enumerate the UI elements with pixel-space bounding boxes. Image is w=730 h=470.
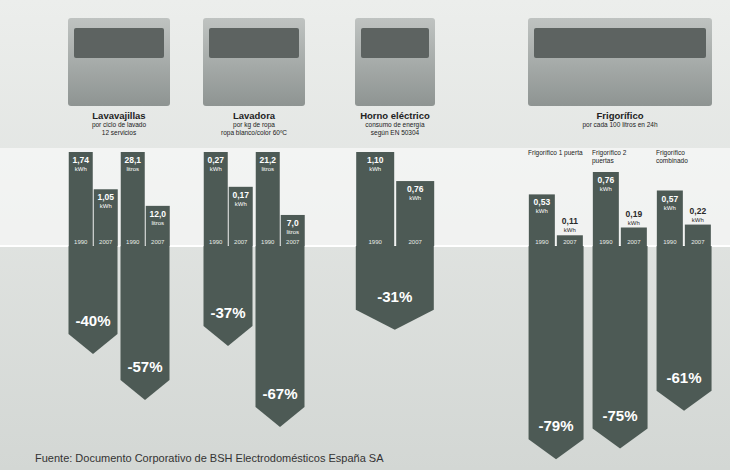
svg-text:kWh: kWh [692, 217, 704, 223]
html-text:Frigorífico 2 puertas: Frigorífico 2 puertas [592, 149, 627, 164]
svg-text:1,74: 1,74 [72, 155, 89, 165]
html-text:Lavavajillas: Lavavajillas [92, 110, 146, 121]
svg-text:-79%: -79% [539, 417, 574, 434]
svg-text:1,05: 1,05 [97, 192, 114, 202]
svg-text:0,57: 0,57 [662, 194, 679, 204]
svg-text:2007: 2007 [151, 239, 165, 245]
svg-text:-61%: -61% [667, 369, 702, 386]
html-text:Horno eléctrico: Horno eléctrico [360, 110, 430, 121]
svg-text:2007: 2007 [286, 239, 300, 245]
svg-text:2007: 2007 [99, 239, 113, 245]
html-text:Frigorífico: Frigorífico [596, 110, 644, 121]
svg-text:0,76: 0,76 [598, 175, 615, 185]
svg-text:2007: 2007 [234, 239, 248, 245]
html-text:por cada 100 litros en 24h: por cada 100 litros en 24h [582, 121, 658, 128]
svg-text:2007: 2007 [691, 239, 705, 245]
svg-text:kWh: kWh [100, 203, 112, 209]
svg-text:0,17: 0,17 [232, 190, 249, 200]
svg-text:1990: 1990 [74, 239, 88, 245]
svg-text:1990: 1990 [209, 239, 223, 245]
svg-text:kWh: kWh [409, 195, 421, 201]
svg-text:litros: litros [126, 166, 139, 172]
svg-text:kWh: kWh [369, 166, 381, 172]
svg-text:0,76: 0,76 [407, 184, 424, 194]
svg-text:0,53: 0,53 [534, 197, 551, 207]
html-text:por kg de ropa: por kg de ropa [233, 121, 275, 128]
svg-text:0,11: 0,11 [562, 216, 578, 226]
svg-text:-31%: -31% [377, 288, 412, 305]
html-text:Frigorífico combinado: Frigorífico combinado [656, 149, 688, 164]
svg-text:2007: 2007 [563, 239, 577, 245]
svg-text:28,1: 28,1 [124, 155, 141, 165]
html-text:12 servicios: 12 servicios [101, 128, 137, 136]
svg-text:-67%: -67% [262, 385, 297, 402]
svg-text:1990: 1990 [663, 239, 677, 245]
svg-text:kWh: kWh [600, 186, 612, 192]
svg-text:kWh: kWh [664, 205, 676, 211]
svg-text:kWh: kWh [536, 208, 548, 214]
html-text:Fuente: Documento Corporativo: Fuente: Documento Corporativo de BSH Ele… [35, 452, 384, 464]
svg-text:1990: 1990 [126, 239, 140, 245]
svg-text:1,10: 1,10 [367, 155, 384, 165]
html-text:consumo de energía: consumo de energía [365, 121, 425, 128]
svg-text:0,19: 0,19 [626, 209, 643, 219]
svg-text:litros: litros [286, 229, 299, 235]
html-text:Lavadora: Lavadora [232, 110, 276, 121]
svg-text:litros: litros [151, 220, 164, 226]
svg-text:1990: 1990 [369, 239, 383, 245]
svg-text:-40%: -40% [75, 312, 110, 329]
svg-text:kWh: kWh [628, 220, 640, 226]
svg-text:1990: 1990 [261, 239, 275, 245]
svg-text:-75%: -75% [603, 407, 638, 424]
html-text:según EN 50304: según EN 50304 [370, 128, 420, 136]
html-text:por ciclo de lavado: por ciclo de lavado [91, 121, 147, 128]
svg-text:kWh: kWh [564, 227, 576, 233]
svg-text:1990: 1990 [535, 239, 549, 245]
html-text:ropa blanco/color 60ºC: ropa blanco/color 60ºC [221, 128, 287, 136]
svg-text:-57%: -57% [127, 358, 162, 375]
svg-text:2007: 2007 [409, 239, 423, 245]
svg-text:0,22: 0,22 [690, 206, 707, 216]
svg-text:1990: 1990 [599, 239, 613, 245]
svg-text:litros: litros [261, 166, 274, 172]
html-text:Frigorífico 1 puerta: Frigorífico 1 puerta [528, 149, 583, 156]
svg-text:2007: 2007 [627, 239, 641, 245]
svg-text:21,2: 21,2 [259, 155, 276, 165]
svg-text:kWh: kWh [235, 201, 247, 207]
svg-text:-37%: -37% [210, 304, 245, 321]
svg-text:kWh: kWh [210, 166, 222, 172]
svg-text:kWh: kWh [75, 166, 87, 172]
svg-text:12,0: 12,0 [149, 209, 166, 219]
svg-text:7,0: 7,0 [287, 218, 299, 228]
svg-text:0,27: 0,27 [207, 155, 224, 165]
